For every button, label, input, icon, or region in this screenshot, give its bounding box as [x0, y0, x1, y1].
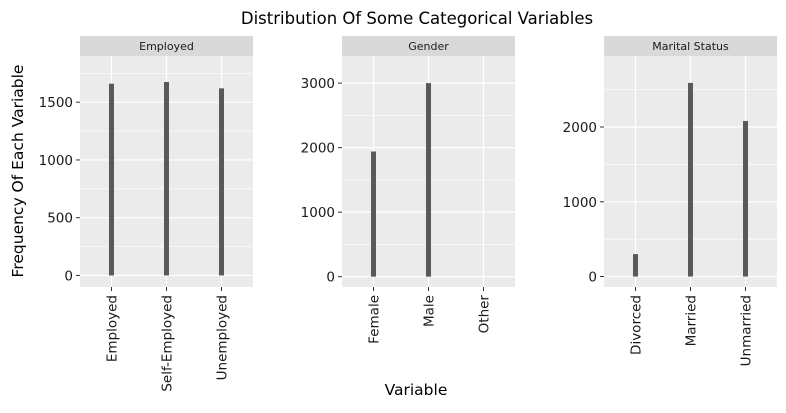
- facet-panel-0: Employed 0 500 1000 1500 Employed Self-Employe…: [39, 36, 253, 392]
- facet-strip: [604, 36, 777, 56]
- facet-panel-1: Gender 0 1000 2000 3000 Female Male Other: [301, 36, 515, 344]
- x-axis-title: Variable: [385, 381, 448, 399]
- y-tick-label: 1500: [39, 95, 73, 111]
- bar-female: [371, 151, 376, 277]
- facet-strip-label: Employed: [139, 40, 194, 53]
- x-tick-label: Self-Employed: [160, 295, 176, 392]
- facet-strip-label: Marital Status: [652, 40, 729, 53]
- x-tick-label: Married: [684, 295, 700, 346]
- y-tick-label: 500: [47, 211, 73, 227]
- y-tick-label: 1000: [563, 195, 597, 211]
- y-tick-label: 1000: [39, 153, 73, 169]
- chart-title: Distribution Of Some Categorical Variabl…: [241, 9, 593, 28]
- bar-unemployed: [219, 88, 224, 276]
- bar-married: [688, 82, 693, 277]
- facet-panels: Employed 0 500 1000 1500 Employed Self-Employe…: [39, 36, 777, 392]
- y-tick-label: 1000: [301, 205, 335, 221]
- y-axis-title: Frequency Of Each Variable: [9, 65, 27, 278]
- x-tick-label: Male: [422, 295, 438, 327]
- facet-strip: [80, 36, 253, 56]
- x-tick-label: Unmarried: [739, 295, 755, 366]
- facet-panel-2: Marital Status 0 1000 2000 Divorced Married Un…: [563, 36, 777, 366]
- y-tick-label: 3000: [301, 76, 335, 92]
- x-tick-label: Female: [367, 295, 383, 344]
- bar-unmarried: [743, 121, 748, 277]
- x-tick-label: Unemployed: [215, 295, 231, 380]
- y-tick-label: 0: [64, 268, 73, 284]
- y-tick-label: 0: [326, 270, 335, 286]
- y-tick-label: 2000: [563, 120, 597, 136]
- y-tick-label: 2000: [301, 141, 335, 157]
- y-tick-label: 0: [588, 270, 597, 286]
- x-tick-label: Divorced: [629, 295, 645, 355]
- x-tick-label: Employed: [105, 295, 121, 362]
- bar-male: [426, 83, 431, 277]
- facet-strip: [342, 36, 515, 56]
- bar-divorced: [633, 254, 638, 277]
- facet-strip-label: Gender: [408, 40, 449, 53]
- bar-self-employed: [164, 81, 169, 276]
- bar-employed: [109, 83, 114, 276]
- x-tick-label: Other: [477, 295, 493, 334]
